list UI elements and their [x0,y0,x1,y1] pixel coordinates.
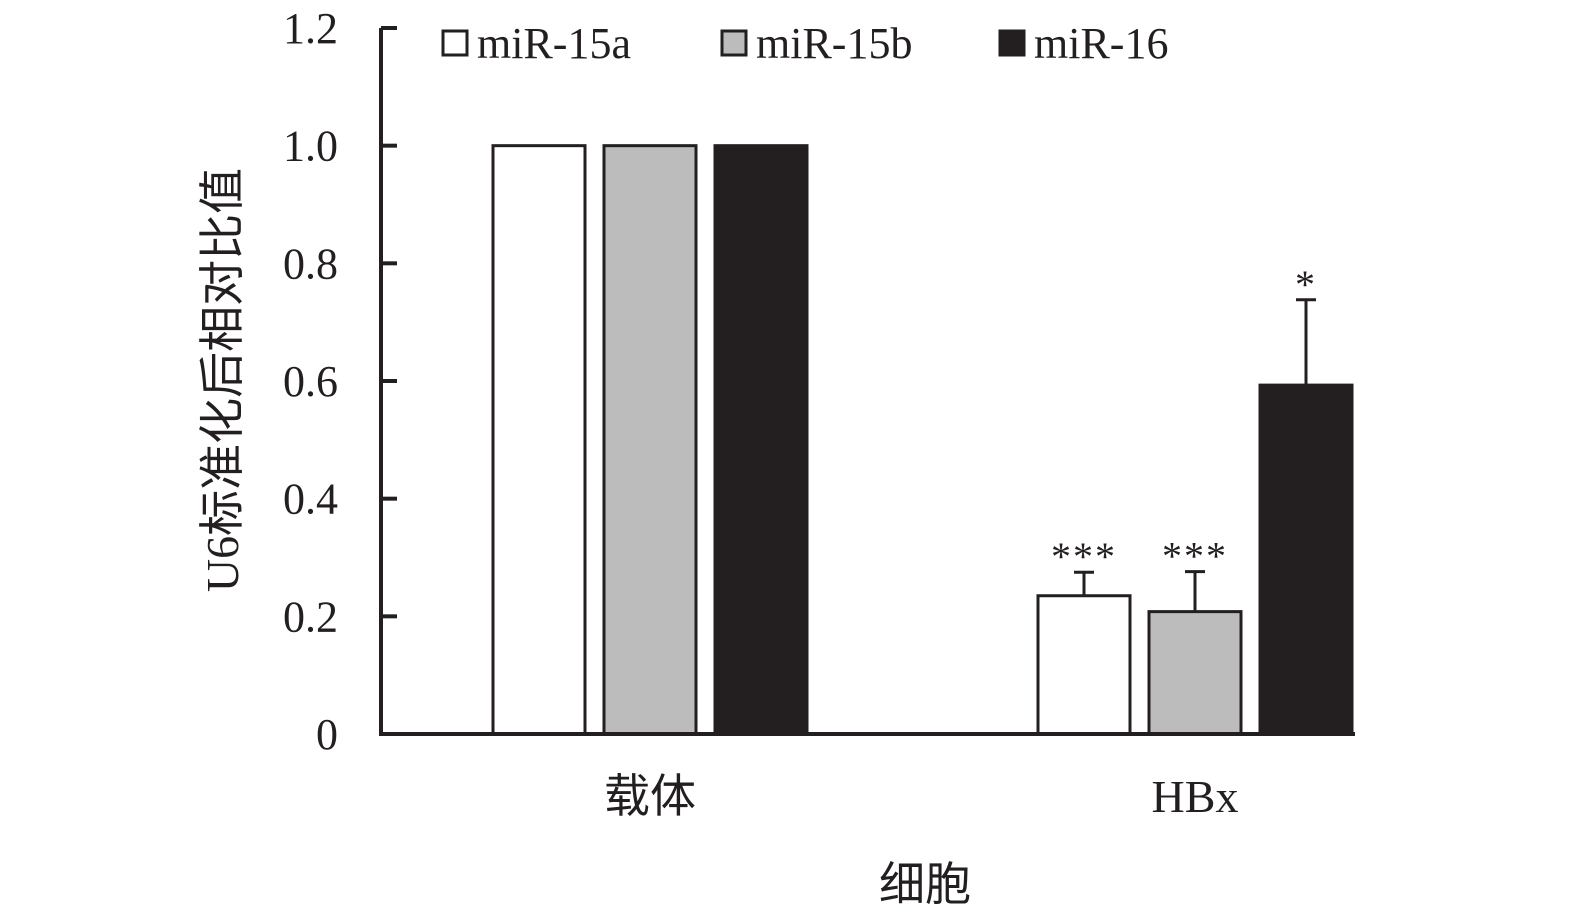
y-tick-label: 0.4 [283,475,338,524]
y-tick-label: 1.0 [283,122,338,171]
legend-swatch-miR-15b [720,29,748,57]
x-axis-title: 细胞 [879,859,971,910]
y-tick-label: 0 [316,710,338,759]
x-category-label: 载体 [604,771,696,822]
legend-label-miR-15b: miR-15b [756,19,912,68]
y-tick-label: 0.8 [283,239,338,288]
legend-label-miR-16: miR-16 [1034,19,1168,68]
y-axis: 0 0.2 0.4 0.6 0.8 1.0 1.2 [283,4,397,759]
y-tick-label: 1.2 [283,4,338,53]
significance-label: * [1295,262,1317,307]
legend-swatch-miR-16 [998,29,1026,57]
significance-labels: *** **** [1051,262,1317,579]
significance-label: *** [1051,534,1117,579]
bar-miR-16-1 [1258,383,1354,736]
bar-miR-15a-0 [491,144,587,736]
bar-miR-16-0 [713,144,809,736]
x-category-label: HBx [1152,771,1239,822]
y-tick-label: 0.2 [283,592,338,641]
y-tick-label: 0.6 [283,357,338,406]
error-bars [1074,298,1316,612]
legend: miR-15a miR-15b miR-16 [441,19,1168,68]
y-axis-title: U6标准化后相对比值 [197,168,248,592]
x-axis: 载体 HBx [379,732,1355,822]
bar-miR-15b-0 [602,144,698,736]
significance-label: *** [1162,534,1228,579]
legend-label-miR-15a: miR-15a [477,19,631,68]
bar-miR-15b-1 [1147,610,1243,736]
bar-miR-15a-1 [1036,594,1132,736]
bars [491,144,1354,736]
legend-swatch-miR-15a [441,29,469,57]
